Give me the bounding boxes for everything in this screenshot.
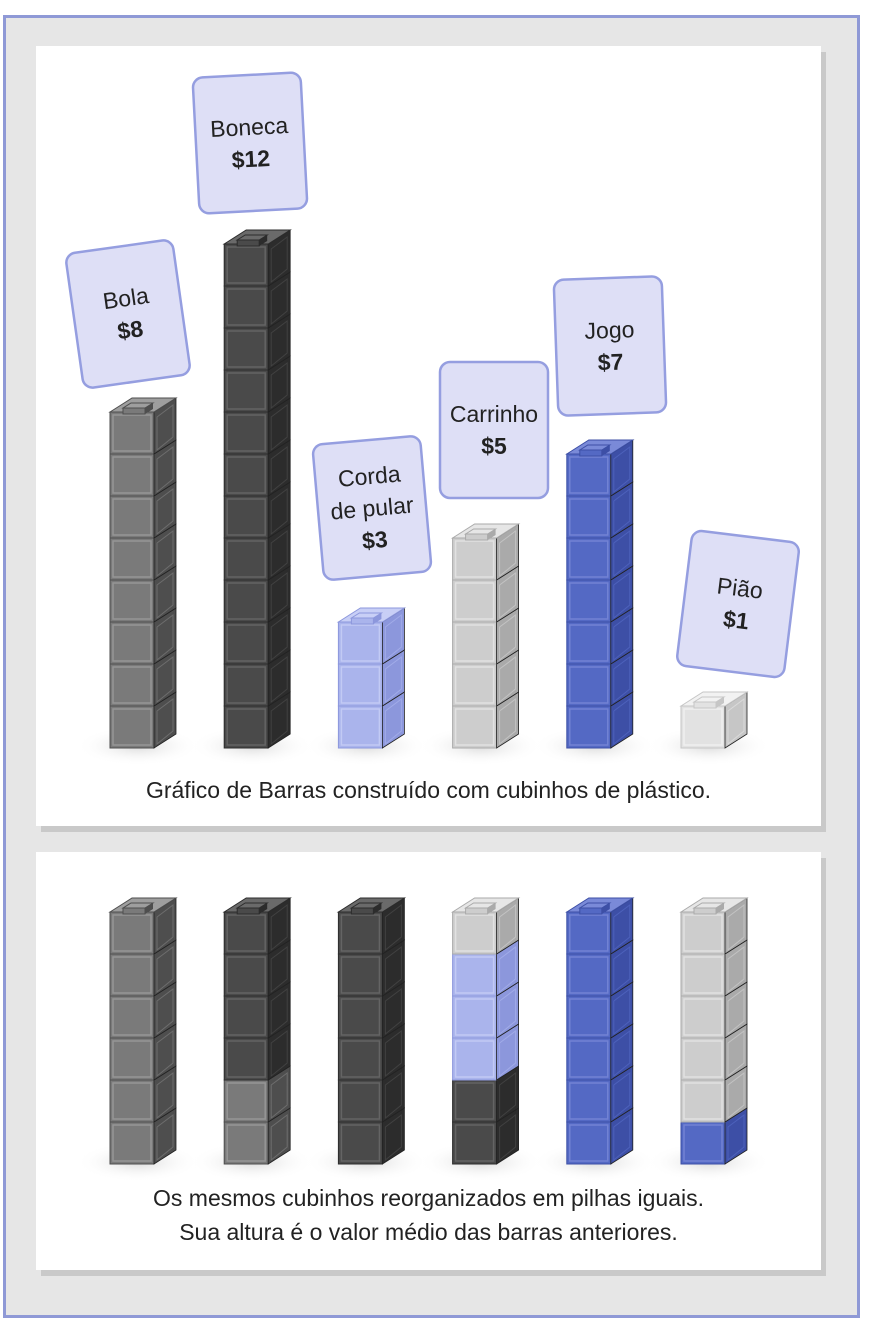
cube (223, 939, 291, 997)
cube (680, 981, 748, 1039)
cube (452, 1065, 519, 1123)
cube (680, 939, 748, 997)
tag-item-name: Jogo (584, 316, 635, 344)
cube (566, 691, 634, 749)
tag-price: $1 (722, 605, 751, 634)
cube (566, 1065, 634, 1123)
bar-bola (108, 397, 178, 749)
cube (452, 607, 519, 665)
tag-item-name: Pião (716, 572, 765, 603)
tag-item-name: Bola (101, 282, 150, 314)
chart-caption: Gráfico de Barras construído com cubinho… (145, 777, 712, 803)
cube (566, 939, 634, 997)
cube (337, 1023, 405, 1081)
cube (109, 691, 177, 749)
average-stack-1 (108, 897, 178, 1165)
cube (680, 1107, 748, 1165)
tag-price: $8 (116, 315, 145, 344)
price-tag: Jogo $7 (552, 275, 668, 417)
cube (337, 1107, 405, 1165)
tag-item-name: Corda (337, 460, 402, 491)
cube (109, 649, 177, 707)
tag-item-name: Boneca (210, 112, 289, 142)
cube (108, 397, 178, 455)
cube (109, 607, 177, 665)
bar-carrinho (450, 523, 521, 749)
cube (679, 691, 749, 749)
cube (565, 897, 635, 955)
cube-bars (108, 229, 749, 749)
cube (680, 1065, 748, 1123)
cube (223, 397, 291, 455)
cube (336, 607, 407, 665)
average-stack-2 (222, 897, 292, 1165)
tag-price: $12 (231, 145, 271, 173)
average-stack-5 (565, 897, 635, 1165)
cube (566, 607, 634, 665)
average-stack-6 (679, 897, 749, 1165)
price-tag: Bola$8 (65, 239, 191, 389)
cube (109, 939, 177, 997)
cube (452, 939, 519, 997)
cube (223, 649, 291, 707)
cube (222, 229, 292, 287)
cube (337, 939, 405, 997)
cube (452, 691, 519, 749)
bar-boneca (222, 229, 292, 749)
cube (337, 649, 405, 707)
cube (337, 981, 405, 1039)
cube (452, 565, 519, 623)
cube (452, 1023, 519, 1081)
cube (223, 439, 291, 497)
price-tag: Carrinho $5 (438, 360, 550, 500)
cube (109, 523, 177, 581)
stacks-floor (76, 1142, 771, 1182)
average-stack-3 (336, 897, 407, 1165)
cube (566, 481, 634, 539)
cube (109, 439, 177, 497)
cube (452, 1107, 519, 1165)
equal-stacks (108, 897, 749, 1165)
cube (222, 897, 292, 955)
cube (223, 691, 291, 749)
average-stack-4 (450, 897, 521, 1165)
cube (452, 981, 519, 1039)
cube (679, 897, 749, 955)
bar-corda-de-pular (336, 607, 407, 749)
tag-price: $5 (481, 433, 507, 459)
cube (566, 565, 634, 623)
cube (223, 271, 291, 329)
tag-item-name: Carrinho (450, 401, 538, 427)
stacks-caption-line-2: Sua altura é o valor médio das barras an… (179, 1219, 678, 1245)
cube (450, 523, 521, 581)
cube (566, 1023, 634, 1081)
cube (337, 691, 405, 749)
bar-jogo (565, 439, 635, 749)
price-tag: Pião$1 (676, 529, 800, 679)
cube (336, 897, 407, 955)
cube (565, 439, 635, 497)
tag-price: $3 (361, 526, 389, 554)
cube (223, 481, 291, 539)
stacks-caption-line-1: Os mesmos cubinhos reorganizados em pilh… (153, 1185, 704, 1211)
cube (566, 981, 634, 1039)
cube (450, 897, 521, 955)
cube (109, 1107, 177, 1165)
cube (223, 355, 291, 413)
price-tag: Boneca $12 (191, 71, 309, 215)
cube (109, 1065, 177, 1123)
cube (223, 523, 291, 581)
cube (108, 897, 178, 955)
cube (109, 565, 177, 623)
tag-price: $7 (597, 349, 623, 376)
cube (109, 1023, 177, 1081)
chart-floor (76, 726, 771, 766)
cube (223, 1023, 291, 1081)
cube (452, 649, 519, 707)
cube (337, 1065, 405, 1123)
bar-pião (679, 691, 749, 749)
